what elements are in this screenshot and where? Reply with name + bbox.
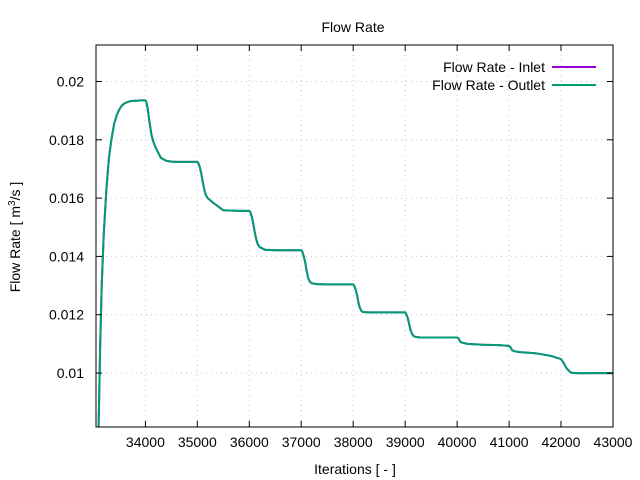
y-tick-label: 0.014 bbox=[49, 248, 84, 264]
legend: Flow Rate - Inlet Flow Rate - Outlet bbox=[432, 59, 596, 93]
series-line-1 bbox=[97, 99, 613, 427]
y-axis-label-post: /s ] bbox=[7, 182, 23, 201]
x-tick-label: 40000 bbox=[438, 434, 477, 450]
y-axis-label: Flow Rate [ m3/s ] bbox=[7, 182, 23, 293]
x-tick-label: 43000 bbox=[594, 434, 633, 450]
series-layer bbox=[97, 99, 613, 427]
x-tick-label: 39000 bbox=[386, 434, 425, 450]
y-axis-label-pre: Flow Rate [ m bbox=[7, 206, 23, 292]
x-tick-label: 38000 bbox=[334, 434, 373, 450]
chart-title: Flow Rate bbox=[321, 19, 384, 35]
x-tick-label: 35000 bbox=[178, 434, 217, 450]
x-tick-label: 41000 bbox=[490, 434, 529, 450]
legend-label-2: Flow Rate - Outlet bbox=[432, 77, 545, 93]
y-tick-label: 0.018 bbox=[49, 132, 84, 148]
series-line-2 bbox=[97, 99, 613, 427]
y-tick-label: 0.01 bbox=[57, 365, 84, 381]
y-tick-label: 0.016 bbox=[49, 190, 84, 206]
tick-labels: 34000 35000 36000 37000 38000 39000 40000 41000… bbox=[49, 74, 633, 451]
legend-label-1: Flow Rate - Inlet bbox=[443, 59, 545, 75]
x-tick-label: 42000 bbox=[542, 434, 581, 450]
y-tick-label: 0.012 bbox=[49, 307, 84, 323]
x-tick-label: 37000 bbox=[282, 434, 321, 450]
x-axis-label: Iterations [ - ] bbox=[314, 461, 396, 477]
x-tick-label: 36000 bbox=[230, 434, 269, 450]
plot-frame bbox=[95, 44, 614, 428]
axis-ticks bbox=[96, 45, 614, 427]
y-axis-label-sup: 3 bbox=[7, 200, 18, 206]
grid-lines bbox=[96, 45, 614, 427]
x-tick-label: 34000 bbox=[126, 434, 165, 450]
y-tick-label: 0.02 bbox=[57, 74, 84, 90]
